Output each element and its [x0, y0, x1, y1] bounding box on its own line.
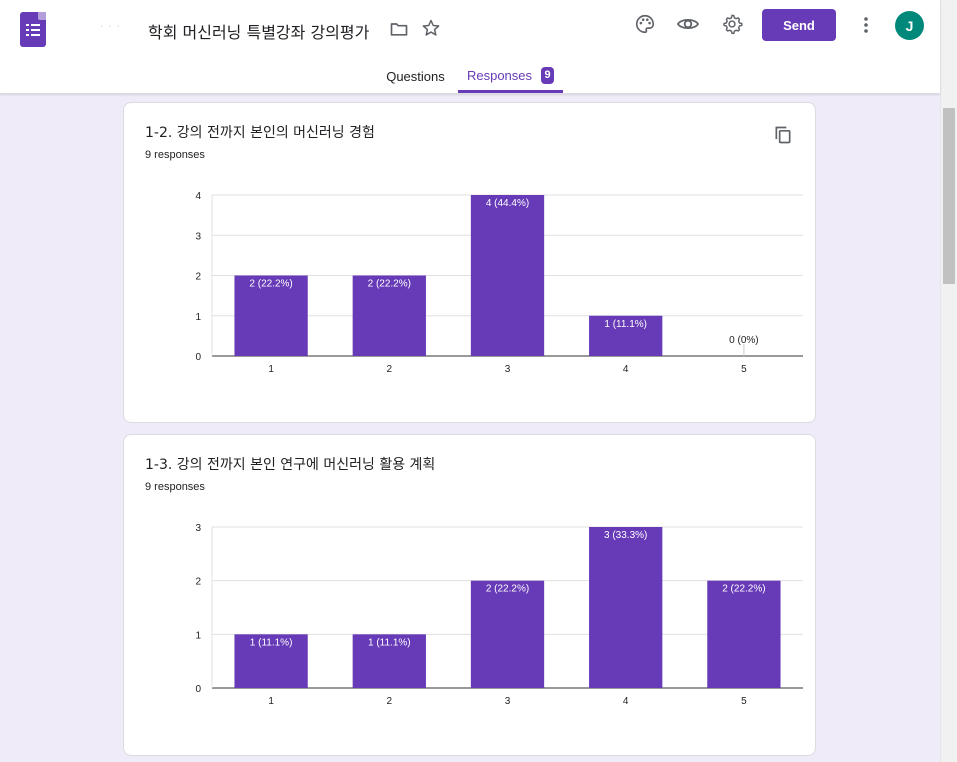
y-tick-label: 2 [195, 577, 201, 588]
bar-chart: 0 1 2 3 1 (11.1%) 1 1 (11.1%) 2 2 (22.2%) 3 3 (33.… [195, 523, 803, 707]
copy-chart-icon[interactable] [772, 124, 794, 146]
y-tick-label: 0 [195, 352, 201, 363]
palette-icon[interactable] [632, 11, 658, 37]
response-count: 9 responses [145, 481, 205, 493]
y-tick-label: 2 [195, 272, 201, 283]
question-summary-card: 1-3. 강의 전까지 본인 연구에 머신러닝 활용 계획 9 response… [123, 434, 816, 756]
bar-data-label: 2 (22.2%) [486, 584, 529, 595]
y-tick-label: 1 [195, 312, 201, 323]
chart-bar [352, 634, 426, 688]
responses-count-badge: 9 [541, 66, 555, 84]
tab-responses-label: Responses [466, 67, 533, 83]
y-tick-label: 0 [195, 684, 201, 695]
chart-bar [234, 275, 308, 356]
response-count: 9 responses [145, 149, 205, 161]
form-title[interactable]: 학회 머신러닝 특별강좌 강의평가 [148, 23, 370, 42]
bar-data-label: 2 (22.2%) [249, 279, 292, 290]
account-avatar[interactable]: J [895, 11, 924, 40]
bar-data-label: 1 (11.1%) [250, 637, 293, 648]
chart-bar [234, 634, 308, 688]
x-tick-label: 5 [741, 364, 747, 375]
bar-data-label: 4 (44.4%) [486, 198, 529, 209]
tab-questions-label: Questions [386, 69, 445, 84]
bar-data-label: 3 (33.3%) [604, 530, 647, 541]
x-tick-label: 1 [268, 364, 274, 375]
chart-bar [589, 527, 663, 688]
x-tick-label: 5 [741, 696, 747, 707]
hidden-text-placeholder: · · · [100, 22, 121, 33]
x-tick-label: 3 [505, 364, 511, 375]
app-header: · · · 학회 머신러닝 특별강좌 강의평가 Send J Questions… [0, 0, 940, 94]
x-tick-label: 4 [623, 696, 629, 707]
question-summary-card: 1-2. 강의 전까지 본인의 머신러닝 경험 9 responses 0 1 2 3… [123, 102, 816, 423]
y-tick-label: 3 [195, 231, 201, 242]
tab-questions[interactable]: Questions [378, 60, 453, 93]
folder-icon[interactable] [388, 18, 410, 40]
bar-data-label: 1 (11.1%) [604, 319, 647, 330]
chart-bar [352, 275, 426, 356]
bar-data-label: 2 (22.2%) [368, 279, 411, 290]
y-tick-label: 3 [195, 523, 201, 534]
bar-chart: 0 1 2 3 4 2 (22.2%) 1 2 (22.2%) 2 4 (44.4%) 3 1 (11… [195, 191, 803, 375]
star-icon[interactable] [420, 17, 442, 39]
x-tick-label: 2 [387, 364, 393, 375]
bar-data-label: 1 (11.1%) [368, 637, 411, 648]
eye-icon[interactable] [675, 11, 701, 37]
chart-bar [470, 580, 545, 688]
x-tick-label: 3 [505, 696, 511, 707]
page-scrollbar[interactable] [940, 0, 957, 762]
gear-icon[interactable] [719, 11, 745, 37]
bar-data-label: 0 (0%) [729, 335, 758, 346]
tab-responses[interactable]: Responses 9 [458, 60, 563, 93]
y-tick-label: 4 [195, 191, 201, 202]
x-tick-label: 2 [387, 696, 393, 707]
more-vert-icon[interactable] [855, 13, 877, 37]
bar-data-label: 2 (22.2%) [722, 584, 765, 595]
forms-logo-icon[interactable] [20, 12, 46, 47]
x-tick-label: 1 [268, 696, 274, 707]
chart-bar [707, 580, 781, 688]
chart-bar [589, 315, 663, 356]
scrollbar-thumb[interactable] [943, 108, 955, 284]
x-tick-label: 4 [623, 364, 629, 375]
send-button[interactable]: Send [762, 9, 836, 41]
question-title: 1-3. 강의 전까지 본인 연구에 머신러닝 활용 계획 [145, 457, 436, 473]
question-title: 1-2. 강의 전까지 본인의 머신러닝 경험 [145, 125, 375, 141]
y-tick-label: 1 [195, 630, 201, 641]
chart-bar [470, 195, 545, 356]
